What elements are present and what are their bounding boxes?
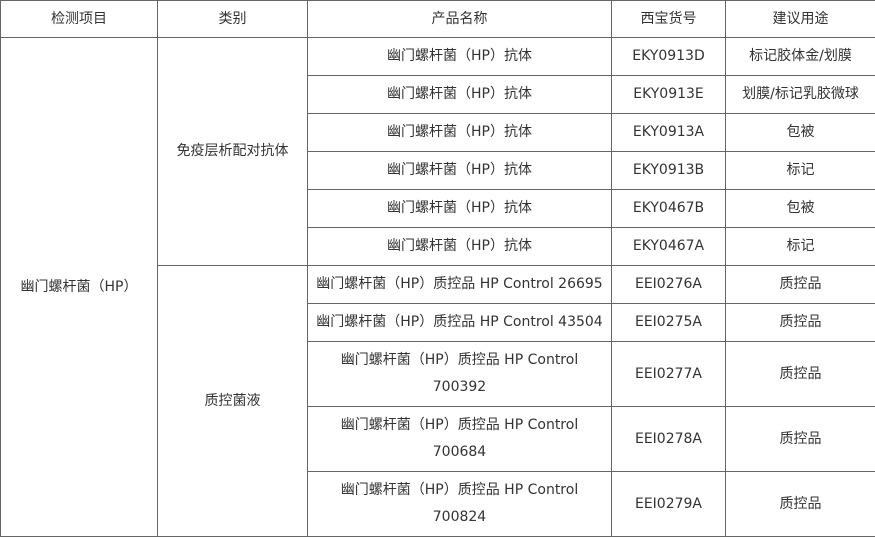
usage-cell: 标记胶体金/划膜: [725, 37, 875, 76]
usage-cell: 质控品: [725, 265, 875, 304]
catalog-no-cell: EEI0275A: [611, 303, 726, 342]
catalog-no-cell: EEI0276A: [611, 265, 726, 304]
usage-cell: 包被: [725, 113, 875, 152]
col-header-category: 类别: [157, 0, 308, 38]
product-name-cell: 幽门螺杆菌（HP）抗体: [307, 227, 612, 266]
catalog-no-cell: EEI0279A: [611, 471, 726, 537]
table-row: 质控菌液 幽门螺杆菌（HP）质控品 HP Control 26695 EEI02…: [1, 265, 875, 537]
catalog-no-cell: EEI0277A: [611, 341, 726, 407]
usage-cell: 质控品: [725, 471, 875, 537]
usage-cell: 划膜/标记乳胶微球: [725, 75, 875, 114]
table-row: 幽门螺杆菌（HP）质控品 HP Control 43504 EEI0275A 质…: [1, 303, 875, 342]
product-name-cell: 幽门螺杆菌（HP）抗体: [307, 75, 612, 114]
usage-cell: 质控品: [725, 341, 875, 407]
table-row: 幽门螺杆菌（HP）抗体 EKY0913A 包被: [1, 113, 875, 152]
table-row: 幽门螺杆菌（HP）抗体 EKY0467A 标记: [1, 227, 875, 266]
catalog-no-cell: EKY0467B: [611, 189, 726, 228]
detection-item-cell: 幽门螺杆菌（HP）: [0, 37, 158, 537]
catalog-no-cell: EKY0913D: [611, 37, 726, 76]
catalog-no-cell: EKY0467A: [611, 227, 726, 266]
table-row: 幽门螺杆菌（HP）抗体 EKY0913B 标记: [1, 151, 875, 190]
product-name-cell: 幽门螺杆菌（HP）抗体: [307, 113, 612, 152]
product-name-cell: 幽门螺杆菌（HP）质控品 HP Control 700824: [307, 471, 612, 537]
catalog-no-cell: EKY0913A: [611, 113, 726, 152]
table-row: 幽门螺杆菌（HP） 免疫层析配对抗体 幽门螺杆菌（HP）抗体 EKY0913D …: [0, 37, 875, 537]
usage-cell: 标记: [725, 227, 875, 266]
table-row: 幽门螺杆菌（HP）质控品 HP Control 700824 EEI0279A …: [1, 471, 875, 537]
product-name-cell: 幽门螺杆菌（HP）抗体: [307, 189, 612, 228]
table-row: 幽门螺杆菌（HP）质控品 HP Control 700392 EEI0277A …: [1, 341, 875, 407]
header-row: 检测项目 类别 产品名称 西宝货号 建议用途: [0, 0, 875, 38]
catalog-no-cell: EEI0278A: [611, 406, 726, 472]
table-row: 幽门螺杆菌（HP）质控品 HP Control 700684 EEI0278A …: [1, 406, 875, 472]
usage-cell: 质控品: [725, 303, 875, 342]
product-name-cell: 幽门螺杆菌（HP）质控品 HP Control 26695: [307, 265, 612, 304]
col-header-suggested-use: 建议用途: [725, 0, 875, 38]
catalog-no-cell: EKY0913E: [611, 75, 726, 114]
table-row: 幽门螺杆菌（HP）抗体 EKY0467B 包被: [1, 189, 875, 228]
usage-cell: 质控品: [725, 406, 875, 472]
catalog-no-cell: EKY0913B: [611, 151, 726, 190]
usage-cell: 标记: [725, 151, 875, 190]
product-name-cell: 幽门螺杆菌（HP）质控品 HP Control 700684: [307, 406, 612, 472]
product-name-cell: 幽门螺杆菌（HP）抗体: [307, 151, 612, 190]
product-name-cell: 幽门螺杆菌（HP）抗体: [307, 37, 612, 76]
col-header-catalog-no: 西宝货号: [611, 0, 726, 38]
category-cell-qc-strains: 质控菌液: [157, 265, 308, 537]
col-header-detection-item: 检测项目: [0, 0, 158, 38]
product-name-cell: 幽门螺杆菌（HP）质控品 HP Control 700392: [307, 341, 612, 407]
category-cell-antibody-pairs: 免疫层析配对抗体: [157, 37, 308, 266]
product-name-cell: 幽门螺杆菌（HP）质控品 HP Control 43504: [307, 303, 612, 342]
col-header-product-name: 产品名称: [307, 0, 612, 38]
usage-cell: 包被: [725, 189, 875, 228]
